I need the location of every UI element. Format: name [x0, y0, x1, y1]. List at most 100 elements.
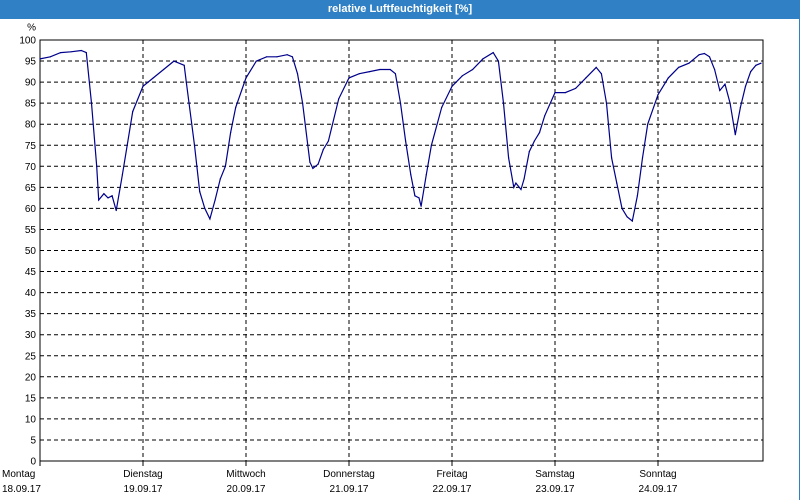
- data-point: [528, 151, 530, 153]
- data-point: [515, 182, 517, 184]
- y-axis-unit: %: [27, 23, 36, 34]
- data-point: [585, 77, 587, 79]
- y-tick-label: 45: [25, 267, 37, 278]
- y-tick-label: 35: [25, 309, 37, 320]
- data-point: [209, 218, 211, 220]
- y-tick-label: 75: [25, 141, 37, 152]
- data-point: [214, 199, 216, 201]
- data-point: [667, 77, 669, 79]
- data-point: [322, 148, 324, 151]
- plot-area-border: [39, 39, 764, 462]
- data-point: [708, 56, 711, 58]
- data-point: [199, 191, 201, 193]
- data-point: [482, 58, 484, 60]
- data-point: [39, 58, 41, 60]
- data-point: [389, 68, 391, 71]
- data-point: [502, 102, 505, 104]
- data-point: [441, 106, 443, 108]
- data-point: [621, 207, 623, 209]
- data-point: [296, 73, 299, 75]
- x-tick-date: 22.09.17: [433, 484, 472, 495]
- data-point: [317, 163, 319, 165]
- y-tick-label: 0: [30, 457, 36, 468]
- data-point: [142, 85, 144, 87]
- data-point: [235, 106, 237, 108]
- data-point: [636, 195, 639, 197]
- grid-layer: [40, 39, 763, 461]
- data-point: [369, 71, 371, 73]
- data-point: [286, 54, 288, 56]
- x-tick-date: 20.09.17: [227, 484, 266, 495]
- data-point: [497, 60, 499, 62]
- data-point: [605, 102, 608, 104]
- y-tick-label: 50: [25, 246, 37, 257]
- data-point: [513, 186, 515, 188]
- data-point: [410, 174, 412, 176]
- data-point: [508, 157, 510, 159]
- data-point: [760, 62, 762, 64]
- data-point: [98, 199, 100, 201]
- data-point: [185, 81, 187, 83]
- data-point: [492, 52, 494, 54]
- data-point: [291, 56, 293, 58]
- data-point: [399, 102, 402, 104]
- axis-layer: [39, 39, 764, 466]
- data-point: [90, 102, 93, 104]
- data-point: [461, 75, 463, 77]
- data-point: [554, 92, 556, 94]
- x-tick-date: 23.09.17: [536, 484, 575, 495]
- data-point: [595, 66, 597, 68]
- data-point: [348, 77, 350, 79]
- data-point: [49, 56, 51, 58]
- data-point: [163, 68, 165, 71]
- chart-title-bar: relative Luftfeuchtigkeit [%]: [0, 0, 800, 19]
- data-point: [600, 73, 603, 75]
- x-tick-day: Dienstag: [123, 469, 162, 480]
- data-point: [132, 111, 134, 113]
- y-tick-label: 55: [25, 225, 37, 236]
- y-tick-label: 100: [19, 36, 36, 47]
- data-point: [755, 64, 757, 66]
- y-tick-label: 20: [25, 372, 37, 383]
- series-layer: [39, 49, 762, 223]
- data-point: [255, 60, 257, 62]
- data-point: [85, 52, 87, 54]
- x-tick-date: 18.09.17: [2, 484, 41, 495]
- humidity-series-line: [39, 49, 762, 223]
- y-tick-label: 10: [25, 414, 37, 425]
- x-tick-date: 24.09.17: [639, 484, 678, 495]
- y-tick-label: 5: [30, 435, 36, 446]
- data-point: [121, 174, 123, 176]
- x-tick-date: 19.09.17: [124, 484, 163, 495]
- data-point: [111, 195, 113, 197]
- data-point: [641, 157, 644, 159]
- data-point: [575, 87, 577, 89]
- data-point: [405, 140, 407, 142]
- y-tick-label: 90: [25, 78, 37, 89]
- data-point: [309, 161, 311, 163]
- data-point: [276, 56, 278, 58]
- x-tick-day: Montag: [2, 469, 35, 480]
- data-point: [703, 52, 706, 55]
- x-tick-day: Mittwoch: [226, 469, 265, 480]
- data-point: [173, 60, 175, 62]
- data-point: [219, 178, 221, 180]
- data-point: [302, 102, 304, 104]
- data-point: [538, 132, 541, 134]
- y-tick-label: 15: [25, 393, 37, 404]
- data-point: [96, 165, 98, 167]
- data-point: [107, 197, 109, 199]
- data-point: [611, 157, 613, 159]
- data-point: [657, 94, 659, 96]
- data-point: [152, 77, 154, 79]
- data-point: [451, 85, 453, 87]
- y-tick-label: 30: [25, 330, 37, 341]
- data-point: [312, 167, 314, 169]
- data-point: [631, 220, 633, 222]
- data-point: [80, 49, 82, 52]
- y-tick-label: 85: [25, 99, 37, 110]
- y-tick-label: 70: [25, 162, 37, 173]
- data-point: [750, 71, 752, 73]
- data-point: [307, 144, 309, 146]
